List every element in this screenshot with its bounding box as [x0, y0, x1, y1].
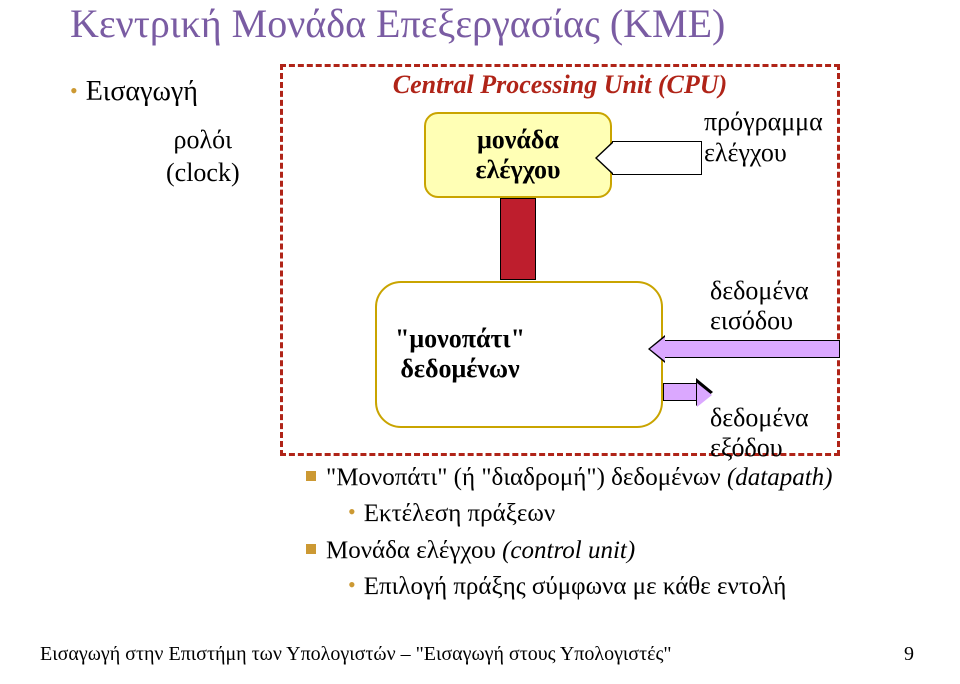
dp-line1: "μονοπάτι": [395, 324, 525, 353]
arrow-control-down-icon: [500, 198, 536, 280]
intro-bullet: • Εισαγωγή: [70, 76, 198, 108]
slide: Κεντρική Μονάδα Επεξεργασίας (ΚΜΕ) • Εισα…: [0, 0, 960, 684]
b1-italic: (datapath): [727, 464, 833, 491]
datapath-label: "μονοπάτι" δεδομένων: [395, 324, 525, 384]
clock-label: ρολόι (clock): [166, 124, 240, 189]
arrow-program-icon: [612, 141, 702, 175]
cpu-title: Central Processing Unit (CPU): [296, 70, 824, 100]
data-out-label: δεδομένα εξόδου: [710, 403, 809, 463]
bullet-1: "Μονοπάτι" (ή "διαδρομή") δεδομένων (dat…: [306, 460, 832, 496]
square-bullet-icon: [306, 544, 316, 554]
bullet-icon: •: [348, 499, 356, 524]
data-in-label: δεδομένα εισόδου: [710, 276, 809, 336]
b2-sub-text: Επιλογή πράξης σύμφωνα με κάθε εντολή: [364, 573, 787, 600]
intro-bullet-text: Εισαγωγή: [86, 76, 198, 107]
bullet-icon: •: [70, 78, 78, 103]
bullets-block: "Μονοπάτι" (ή "διαδρομή") δεδομένων (dat…: [306, 460, 832, 605]
prog-line1: πρόγραμμα: [704, 107, 823, 136]
footer-text: Εισαγωγή στην Επιστήμη των Υπολογιστών –…: [40, 643, 672, 666]
din-line1: δεδομένα: [710, 276, 809, 305]
b2-prefix: Μονάδα ελέγχου: [326, 537, 502, 564]
dout-line1: δεδομένα: [710, 403, 809, 432]
square-bullet-icon: [306, 471, 316, 481]
control-unit-line1: μονάδα: [477, 125, 559, 154]
bullet-icon: •: [348, 572, 356, 597]
dp-line2: δεδομένων: [400, 354, 519, 383]
b1-prefix: "Μονοπάτι" (ή "διαδρομή") δεδομένων: [326, 464, 727, 491]
bullet-1-sub: • Εκτέλεση πράξεων: [348, 496, 832, 532]
arrow-data-out-icon: [663, 383, 697, 401]
control-unit-box: μονάδα ελέγχου: [424, 112, 612, 198]
din-line2: εισόδου: [710, 306, 793, 335]
b2-italic: (control unit): [502, 537, 635, 564]
clock-line2: (clock): [166, 158, 240, 187]
b1-sub-text: Εκτέλεση πράξεων: [364, 500, 555, 527]
prog-line2: ελέγχου: [704, 138, 787, 167]
page-number: 9: [904, 643, 914, 666]
control-unit-line2: ελέγχου: [476, 155, 561, 184]
dout-line2: εξόδου: [710, 433, 783, 462]
arrow-data-in-icon: [664, 340, 840, 358]
clock-line1: ρολόι: [174, 125, 233, 154]
slide-title: Κεντρική Μονάδα Επεξεργασίας (ΚΜΕ): [70, 0, 725, 47]
bullet-2: Μονάδα ελέγχου (control unit): [306, 533, 832, 569]
bullet-2-sub: • Επιλογή πράξης σύμφωνα με κάθε εντολή: [348, 569, 832, 605]
program-control-label: πρόγραμμα ελέγχου: [704, 106, 823, 168]
